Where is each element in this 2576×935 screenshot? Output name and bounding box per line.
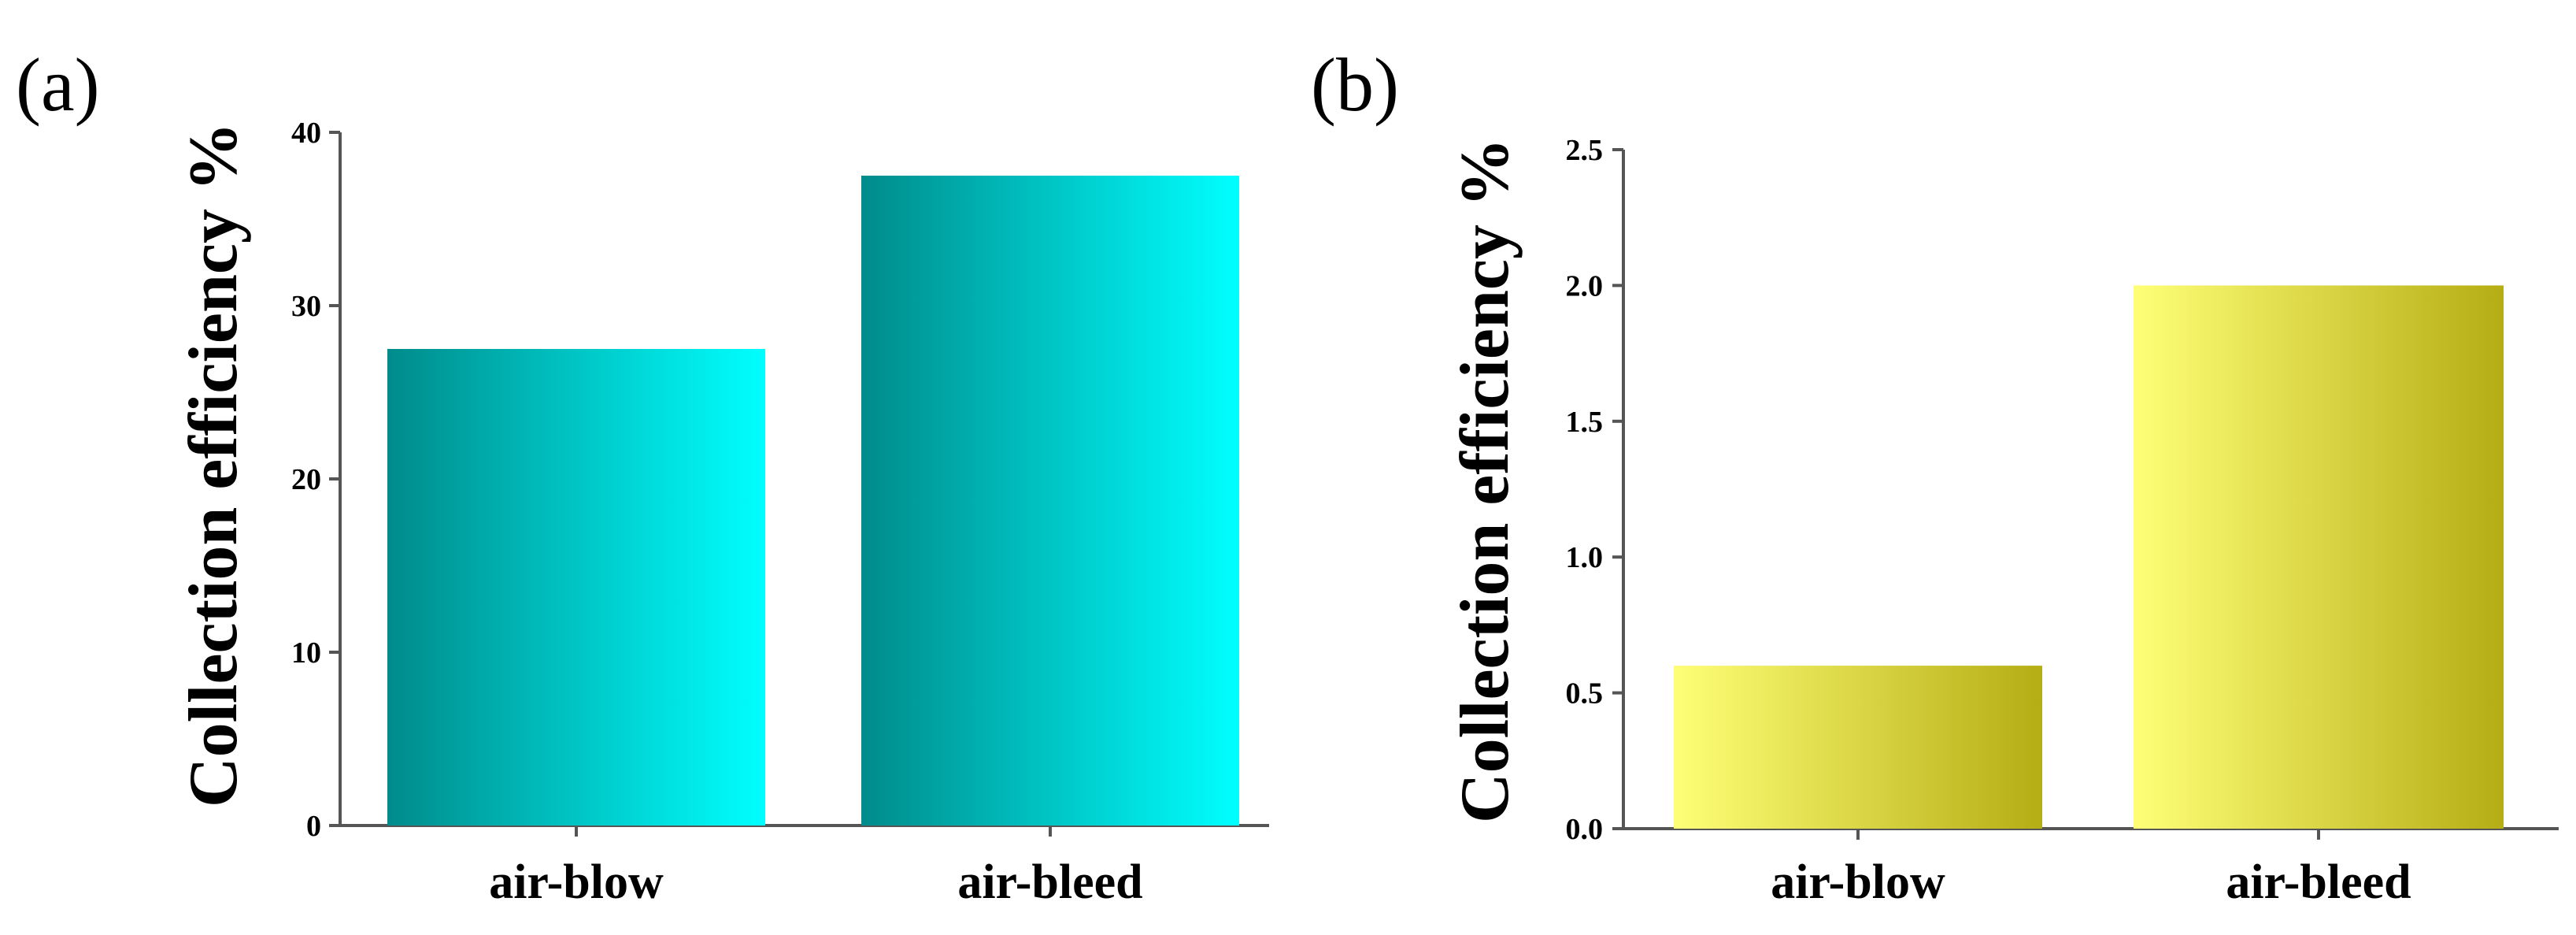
y-tick-label: 0 (306, 810, 321, 843)
chart-panel-b: (b) Collection efficiency % 0.0 0.5 1.0 1.5… (1311, 43, 2559, 909)
x-categories-b: air-blow air-bleed (1771, 829, 2411, 909)
chart-panel-a: (a) Collection efficiency % 0 10 20 30 40 ai… (16, 43, 1269, 909)
bars-b (1674, 285, 2504, 829)
y-ticks-a: 0 10 20 30 40 (291, 117, 340, 843)
y-axis-title-a: Collection efficiency % (176, 122, 252, 807)
bar-air-bleed (861, 176, 1239, 826)
bars-a (387, 176, 1239, 826)
y-tick-label: 40 (291, 117, 321, 150)
y-axis-title-b: Collection efficiency % (1447, 138, 1523, 823)
panel-label-a: (a) (16, 43, 100, 127)
x-category-label: air-bleed (2226, 855, 2411, 909)
x-category-label: air-bleed (957, 855, 1142, 909)
y-ticks-b: 0.0 0.5 1.0 1.5 2.0 2.5 (1566, 134, 1623, 846)
y-tick-label: 0.0 (1566, 813, 1604, 846)
bar-air-bleed (2134, 285, 2504, 829)
bar-air-blow (387, 349, 765, 826)
y-tick-label: 10 (291, 636, 321, 670)
x-categories-a: air-blow air-bleed (489, 826, 1143, 909)
bar-air-blow (1674, 666, 2042, 829)
panel-label-b: (b) (1311, 43, 1399, 127)
y-tick-label: 0.5 (1566, 677, 1604, 711)
x-category-label: air-blow (489, 855, 664, 909)
y-tick-label: 20 (291, 463, 321, 496)
y-tick-label: 1.0 (1566, 541, 1604, 574)
y-tick-label: 30 (291, 290, 321, 323)
y-tick-label: 2.5 (1566, 134, 1604, 167)
y-tick-label: 2.0 (1566, 269, 1604, 302)
x-category-label: air-blow (1771, 855, 1945, 909)
y-tick-label: 1.5 (1566, 406, 1604, 439)
